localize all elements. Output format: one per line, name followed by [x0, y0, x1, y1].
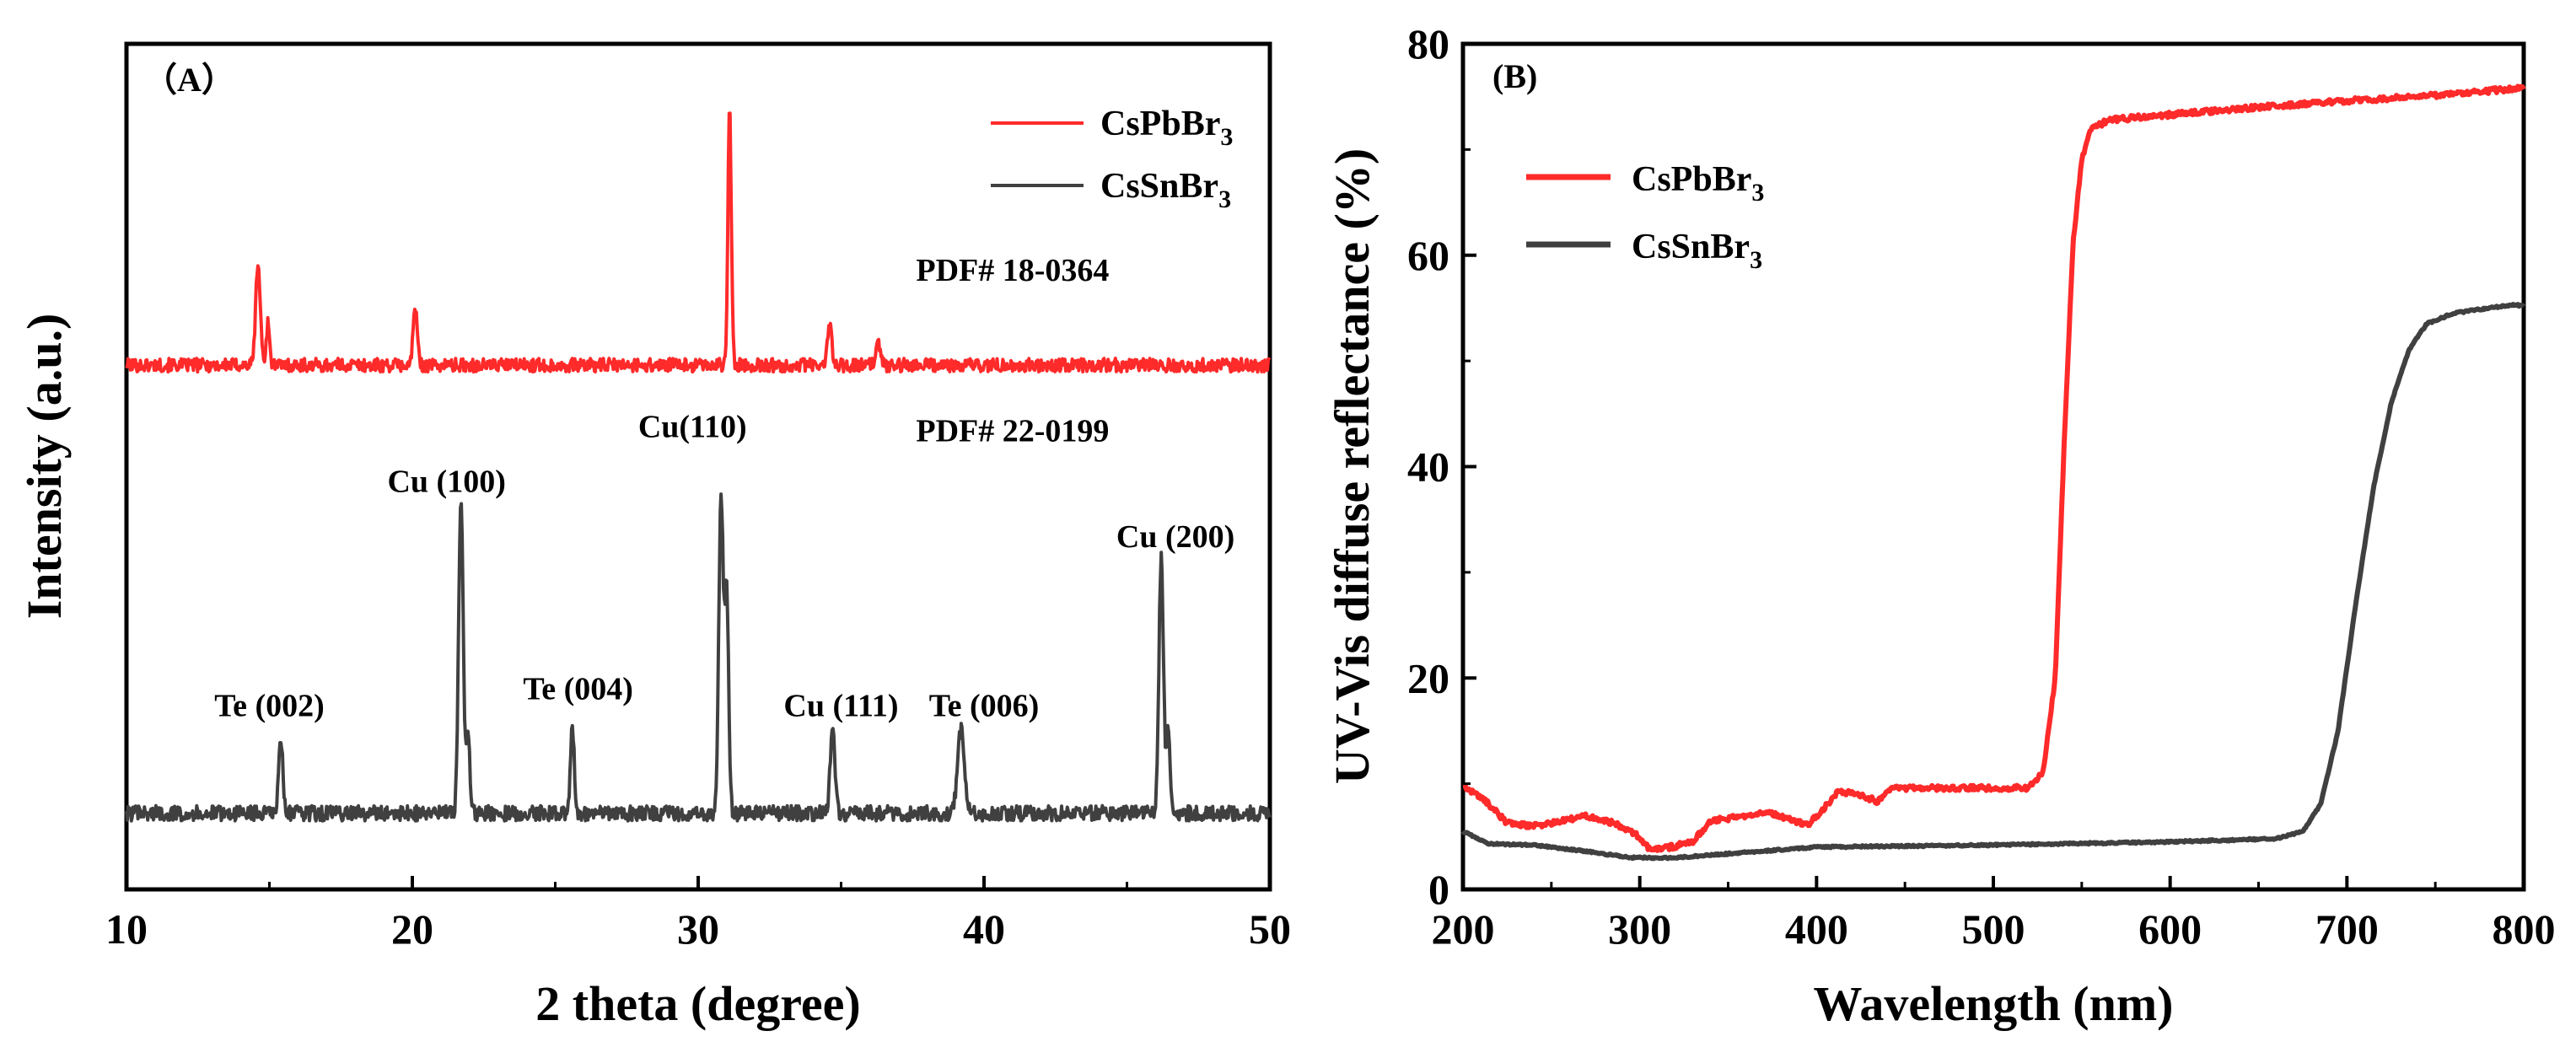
reflectance-y-tick-label: 0	[1428, 866, 1449, 913]
xrd-series-group	[125, 111, 1272, 823]
reflectance-x-tick-label: 400	[1785, 905, 1848, 953]
reflectance-y-tick-label: 80	[1407, 20, 1449, 67]
reflectance-y-axis-ticks: 0 20 40 60 80	[1407, 20, 1476, 913]
reflectance-x-tick-label: 600	[2138, 905, 2202, 953]
xrd-peak-annotation: Cu (111)	[783, 688, 898, 723]
xrd-peak-annotation: Cu (100)	[387, 465, 505, 500]
reflectance-y-axis-label: UV-Vis diffuse reflectance (%)	[1325, 148, 1379, 784]
xrd-legend-label-cssnbr3: CsSnBr3	[1100, 167, 1231, 213]
xrd-x-tick-label: 30	[677, 905, 719, 953]
reflectance-y-tick-label: 20	[1407, 654, 1449, 701]
xrd-series-cssnbr3	[125, 492, 1272, 823]
xrd-peak-annotation: Cu(110)	[638, 409, 747, 444]
xrd-peak-annotation: PDF# 18-0364	[916, 253, 1109, 288]
reflectance-series-cspbbr3	[1461, 83, 2526, 853]
xrd-annotations: PDF# 18-0364 PDF# 22-0199 Te (002) Cu (100)…	[214, 253, 1234, 724]
xrd-y-axis-label: Intensity (a.u.)	[17, 314, 72, 620]
xrd-panel-label: （A）	[143, 61, 235, 99]
xrd-peak-annotation: PDF# 22-0199	[916, 413, 1109, 448]
reflectance-x-axis-label: Wavelength (nm)	[1814, 976, 2174, 1031]
reflectance-x-tick-label: 800	[2493, 905, 2556, 953]
xrd-peak-annotation: Te (004)	[523, 671, 633, 706]
xrd-legend-label-cspbbr3: CsPbBr3	[1100, 105, 1233, 151]
xrd-peak-annotation: Cu (200)	[1116, 519, 1234, 555]
xrd-peak-annotation: Te (002)	[214, 688, 325, 723]
reflectance-legend-label-cssnbr3: CsSnBr3	[1632, 228, 1762, 274]
reflectance-x-tick-label: 500	[1962, 905, 2025, 953]
xrd-x-tick-label: 10	[105, 905, 148, 953]
xrd-plot-frame	[124, 41, 1272, 892]
xrd-x-axis-label: 2 theta (degree)	[535, 976, 860, 1031]
xrd-x-axis-ticks: 10 20 30 40 50	[105, 876, 1291, 953]
reflectance-series-group	[1460, 83, 2526, 862]
reflectance-plot-frame	[1460, 41, 2526, 892]
reflectance-x-axis-ticks: 200 300 400 500 600 700 800	[1432, 876, 2556, 953]
reflectance-x-tick-label: 200	[1432, 905, 1495, 953]
reflectance-x-tick-label: 700	[2315, 905, 2379, 953]
xrd-legend: CsPbBr3 CsSnBr3	[991, 105, 1233, 213]
reflectance-chart: 200 300 400 500 600 700 800 0 20 40 60 80 (B) CsPb…	[1325, 20, 2556, 1031]
reflectance-y-tick-label: 40	[1407, 443, 1449, 491]
xrd-series-cspbbr3	[125, 111, 1272, 374]
reflectance-series-cssnbr3	[1460, 302, 2526, 862]
reflectance-legend: CsPbBr3 CsSnBr3	[1526, 160, 1764, 274]
reflectance-x-tick-label: 300	[1608, 905, 1671, 953]
reflectance-panel-label: (B)	[1492, 57, 1537, 95]
reflectance-y-tick-label: 60	[1407, 232, 1449, 279]
xrd-x-tick-label: 50	[1249, 905, 1291, 953]
xrd-x-tick-label: 20	[391, 905, 433, 953]
xrd-x-tick-label: 40	[963, 905, 1005, 953]
xrd-peak-annotation: Te (006)	[929, 688, 1040, 723]
reflectance-legend-label-cspbbr3: CsPbBr3	[1632, 160, 1764, 207]
xrd-chart: 10 20 30 40 50 PDF# 18-0364 PDF# 22-0199 Te (0…	[17, 41, 1291, 1031]
